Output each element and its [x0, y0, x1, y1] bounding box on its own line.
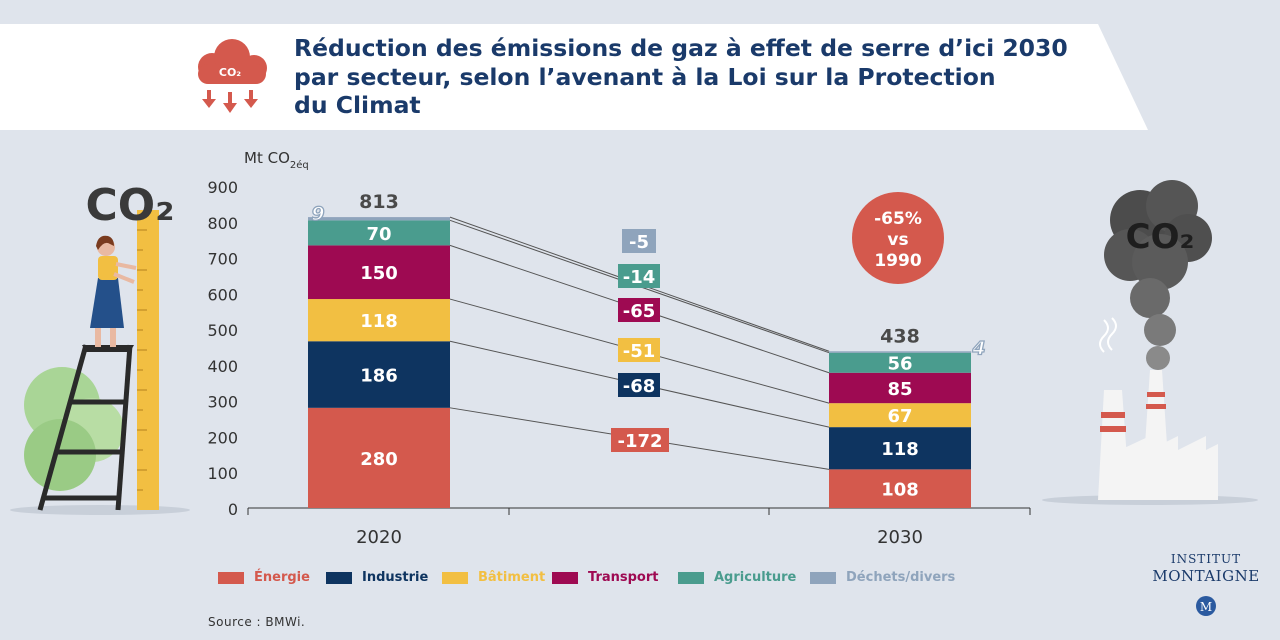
y-axis-label-sub: 2éq [290, 159, 309, 171]
change-label-box [618, 338, 660, 362]
y-tick-label: 200 [207, 428, 238, 447]
change-label: -65 [618, 298, 660, 322]
chart-title-line: par secteur, selon l’avenant à la Loi su… [294, 62, 996, 91]
change-label-text: -68 [623, 376, 656, 397]
y-tick-label: 800 [207, 214, 238, 233]
bar-segment [829, 427, 971, 470]
bar-value-label: 108 [881, 480, 919, 501]
bar-segment [829, 372, 971, 404]
co2-ruler-label: CO₂ [86, 180, 175, 231]
x-tick-label: 2020 [356, 527, 402, 548]
bar-value-label: 9 [311, 203, 324, 225]
logo-line1: INSTITUT [1170, 552, 1242, 566]
y-axis-label: Mt CO2éq [244, 149, 309, 171]
bar-segment [308, 220, 450, 246]
annotation-line1: -65% [874, 209, 922, 229]
x-axis-ticks: 2020 2030 [247, 508, 1031, 548]
change-label-box [618, 264, 660, 288]
bar-segment [308, 299, 450, 342]
title-banner [0, 24, 1148, 130]
legend-label: Industrie [362, 570, 429, 585]
bar-value-label: 186 [360, 366, 398, 387]
y-tick-label: 400 [207, 357, 238, 376]
change-label-box [618, 373, 660, 397]
change-label-box [611, 428, 669, 452]
legend-swatch [810, 572, 836, 584]
chart-title: Réduction des émissions de gaz à effet d… [294, 34, 1084, 120]
stacked-bars: 280 186 118 150 70 9 813 108 118 67 85 56 4 438 [308, 191, 986, 508]
bar-value-label: 70 [366, 224, 391, 245]
change-label: -5 [622, 229, 656, 253]
bar-value-label: 280 [360, 449, 398, 470]
bar-total-label: 813 [359, 191, 399, 213]
bar-value-label: 56 [887, 354, 912, 375]
change-label: -172 [611, 428, 669, 452]
change-label-box [622, 229, 656, 253]
legend-swatch [442, 572, 468, 584]
y-tick-label: 600 [207, 285, 238, 304]
source-note: Source : BMWi. [208, 615, 306, 629]
bar-segment [829, 351, 971, 353]
co2-cloud-icon: CO₂ [198, 39, 267, 113]
bar-segment [829, 352, 971, 373]
x-tick-label: 2030 [877, 527, 923, 548]
y-axis: 0 100 200 300 400 500 600 700 800 900 [207, 178, 238, 519]
person-ladder-illustration: CO₂ [10, 180, 190, 515]
bar-segment [308, 341, 450, 408]
legend-swatch [552, 572, 578, 584]
legend-label: Déchets/divers [846, 570, 956, 585]
change-label-text: -5 [629, 232, 649, 253]
change-label-text: -172 [617, 431, 662, 452]
bar-segment [308, 407, 450, 508]
legend-swatch [326, 572, 352, 584]
legend-swatch [218, 572, 244, 584]
bar-value-label: 150 [360, 263, 398, 284]
down-arrows-icon [202, 90, 258, 113]
bar-value-label: 67 [887, 406, 912, 427]
annotation-line2: vs [887, 230, 908, 250]
change-label: -68 [618, 373, 660, 397]
montaigne-logo-icon: M [1196, 596, 1216, 616]
bar-segment [308, 217, 450, 221]
change-label: -51 [618, 338, 660, 362]
legend-label: Transport [588, 570, 659, 585]
y-axis-label-main: Mt CO [244, 149, 290, 167]
institut-montaigne-logo: INSTITUT MONTAIGNE [1148, 552, 1264, 585]
chart-title-line: du Climat [294, 91, 421, 119]
change-label-text: -51 [623, 341, 656, 362]
bar-value-label: 118 [881, 439, 919, 460]
bar-value-label: 118 [360, 311, 398, 332]
change-label-text: -65 [623, 301, 656, 322]
smoke-co2-label: CO₂ [1126, 217, 1195, 257]
legend-swatch [678, 572, 704, 584]
cloud-label: CO₂ [219, 66, 241, 79]
y-tick-label: 500 [207, 321, 238, 340]
y-tick-label: 300 [207, 393, 238, 412]
bar-total-label: 438 [880, 325, 920, 347]
y-tick-label: 100 [207, 464, 238, 483]
chart-title-line: Réduction des émissions de gaz à effet d… [294, 34, 1068, 62]
change-label-text: -14 [623, 267, 656, 288]
y-tick-label: 700 [207, 250, 238, 269]
reduction-annotation: -65% vs 1990 [852, 192, 944, 284]
bar-segment [829, 403, 971, 428]
logo-mark: M [1200, 600, 1212, 614]
bar-value-label: 4 [971, 337, 985, 359]
y-tick-label: 0 [228, 500, 238, 519]
bar-value-label: 85 [887, 379, 912, 400]
bar-segment [829, 469, 971, 508]
y-tick-label: 900 [207, 178, 238, 197]
change-labels: -172 -68 -51 -65 -14 -5 [611, 229, 669, 452]
change-label: -14 [618, 264, 660, 288]
annotation-line3: 1990 [874, 251, 921, 271]
change-label-box [618, 298, 660, 322]
legend-label: Bâtiment [478, 570, 546, 585]
legend-label: Énergie [254, 570, 310, 585]
legend-label: Agriculture [714, 570, 797, 585]
bar-segment [308, 245, 450, 300]
factory-smoke-illustration: CO₂ [1042, 180, 1258, 505]
logo-line2: MONTAIGNE [1152, 567, 1260, 585]
